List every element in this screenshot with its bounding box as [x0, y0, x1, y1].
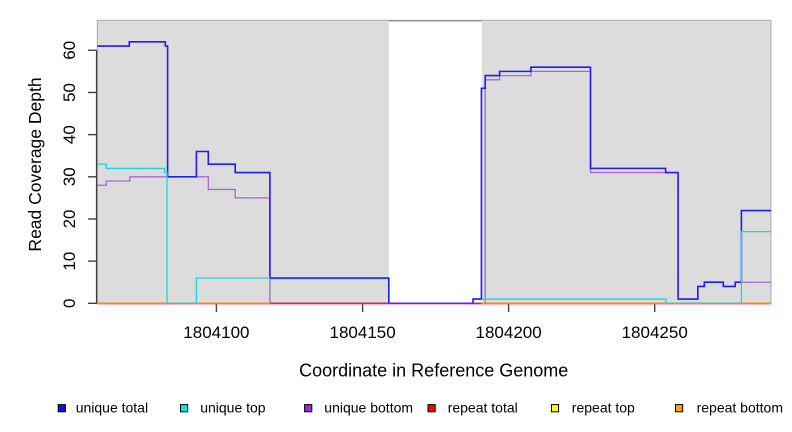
svg-text:Read Coverage Depth: Read Coverage Depth — [25, 77, 45, 251]
svg-text:unique total: unique total — [76, 399, 148, 415]
svg-text:repeat bottom: repeat bottom — [697, 399, 783, 415]
svg-text:Coordinate in Reference Genome: Coordinate in Reference Genome — [299, 361, 568, 381]
svg-text:unique top: unique top — [200, 399, 266, 415]
svg-text:40: 40 — [60, 125, 79, 144]
svg-text:1804250: 1804250 — [622, 323, 688, 342]
svg-text:repeat total: repeat total — [448, 399, 518, 415]
svg-text:20: 20 — [60, 210, 79, 229]
svg-text:10: 10 — [60, 252, 79, 271]
svg-text:30: 30 — [60, 167, 79, 186]
svg-text:60: 60 — [60, 41, 79, 60]
svg-text:1804200: 1804200 — [476, 323, 542, 342]
svg-text:1804150: 1804150 — [330, 323, 396, 342]
svg-text:unique bottom: unique bottom — [324, 399, 413, 415]
svg-text:repeat top: repeat top — [572, 399, 635, 415]
svg-text:1804100: 1804100 — [183, 323, 249, 342]
svg-text:50: 50 — [60, 83, 79, 102]
svg-text:0: 0 — [60, 299, 79, 308]
